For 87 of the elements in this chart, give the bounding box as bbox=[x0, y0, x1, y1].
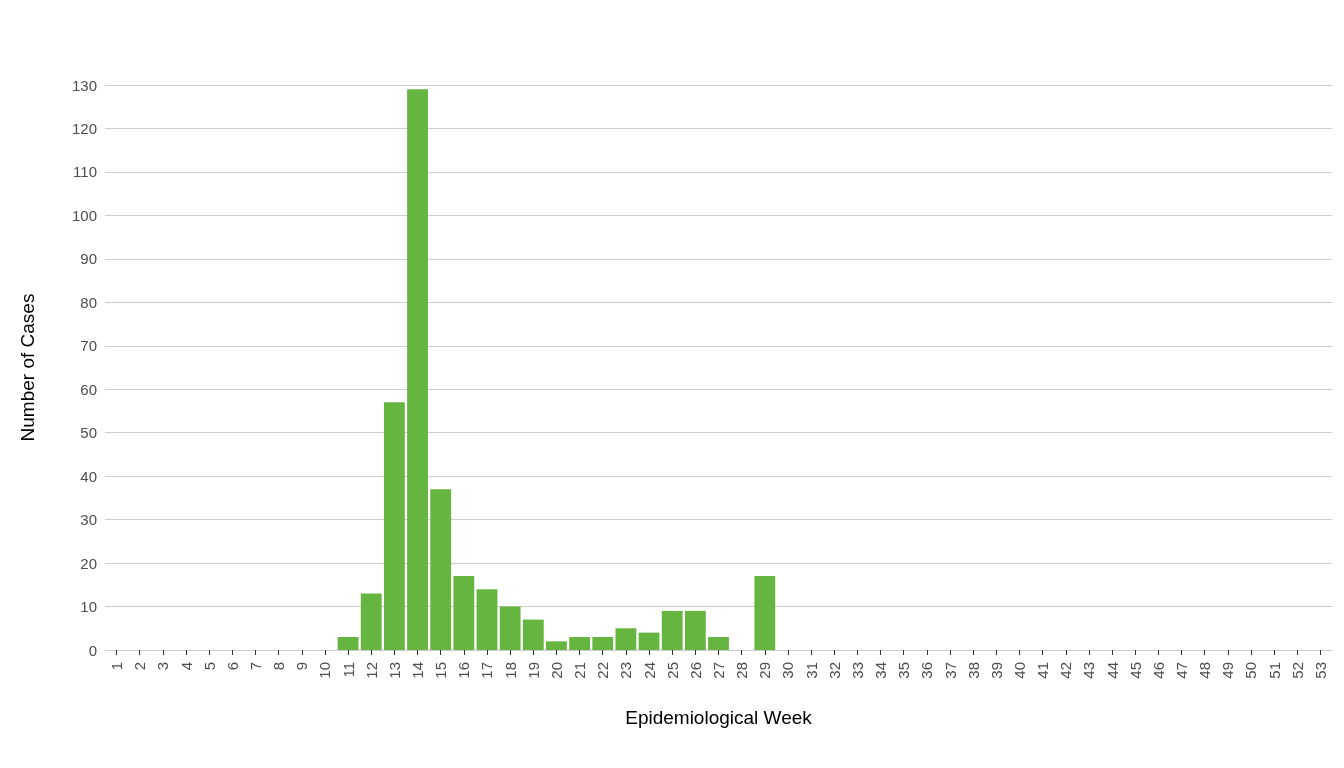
x-tick-label: 21 bbox=[571, 662, 589, 679]
x-tick-label: 47 bbox=[1173, 662, 1191, 679]
bar bbox=[360, 593, 382, 650]
x-tick-label: 14 bbox=[409, 662, 427, 679]
bar bbox=[522, 619, 544, 650]
y-tick-label: 50 bbox=[80, 424, 97, 442]
x-tick-label: 40 bbox=[1010, 662, 1028, 679]
bar bbox=[684, 610, 706, 650]
x-tick-label: 8 bbox=[270, 662, 288, 671]
x-tick-label: 26 bbox=[686, 662, 704, 679]
x-tick-label: 24 bbox=[640, 662, 658, 679]
bar bbox=[453, 576, 475, 650]
y-tick-label: 110 bbox=[73, 163, 97, 181]
x-tick-label: 4 bbox=[177, 662, 195, 671]
x-tick-label: 15 bbox=[432, 662, 450, 679]
x-tick-label: 44 bbox=[1103, 662, 1121, 679]
x-tick-label: 38 bbox=[964, 662, 982, 679]
x-tick-label: 34 bbox=[872, 662, 890, 679]
y-tick-label: 100 bbox=[71, 206, 97, 224]
y-tick-label: 10 bbox=[80, 598, 97, 616]
bar bbox=[476, 589, 498, 650]
x-tick-label: 10 bbox=[316, 662, 334, 679]
x-tick-label: 7 bbox=[246, 662, 264, 671]
bar bbox=[615, 628, 637, 650]
x-tick-label: 51 bbox=[1265, 662, 1283, 679]
bar bbox=[592, 636, 614, 650]
x-tick-label: 50 bbox=[1242, 662, 1260, 679]
bar bbox=[337, 636, 359, 650]
x-tick-label: 31 bbox=[802, 662, 820, 679]
x-tick-label: 5 bbox=[200, 662, 218, 671]
x-tick-label: 6 bbox=[223, 662, 241, 671]
x-tick-label: 27 bbox=[710, 662, 727, 679]
x-tick-label: 46 bbox=[1149, 662, 1167, 679]
x-tick-label: 9 bbox=[293, 662, 311, 671]
x-tick-label: 1 bbox=[108, 662, 126, 671]
y-tick-label: 30 bbox=[80, 511, 97, 529]
y-tick-label: 120 bbox=[71, 119, 97, 137]
x-tick-label: 45 bbox=[1126, 662, 1144, 679]
y-tick-label: 130 bbox=[71, 76, 97, 94]
y-tick-label: 60 bbox=[80, 380, 97, 398]
y-tick-label: 0 bbox=[88, 641, 97, 659]
y-axis-title: Number of Cases bbox=[17, 293, 38, 442]
x-tick-label: 42 bbox=[1057, 662, 1075, 679]
bar bbox=[383, 402, 405, 650]
y-tick-label: 80 bbox=[80, 293, 97, 311]
x-tick-label: 19 bbox=[524, 662, 542, 679]
bar bbox=[546, 641, 567, 650]
y-tick-label: 20 bbox=[80, 554, 97, 572]
x-tick-label: 22 bbox=[594, 662, 612, 679]
x-tick-label: 16 bbox=[455, 662, 473, 679]
x-tick-label: 53 bbox=[1311, 662, 1329, 679]
x-tick-label: 17 bbox=[478, 662, 496, 679]
bar bbox=[430, 489, 452, 650]
bar bbox=[661, 610, 683, 650]
x-tick-label: 30 bbox=[779, 662, 797, 679]
x-tick-label: 12 bbox=[362, 662, 380, 679]
x-tick-label: 13 bbox=[385, 662, 403, 679]
x-tick-label: 28 bbox=[733, 662, 751, 679]
x-tick-label: 33 bbox=[848, 662, 866, 679]
bar bbox=[638, 632, 660, 650]
x-tick-label: 35 bbox=[895, 662, 913, 679]
x-tick-label: 37 bbox=[941, 662, 959, 679]
x-axis-title: Epidemiological Week bbox=[625, 707, 813, 728]
x-tick-label: 23 bbox=[617, 662, 635, 679]
y-tick-label: 40 bbox=[80, 467, 97, 485]
x-tick-label: 49 bbox=[1219, 662, 1237, 679]
x-tick-label: 2 bbox=[131, 662, 149, 671]
y-tick-label: 90 bbox=[80, 250, 97, 268]
x-tick-label: 32 bbox=[825, 662, 843, 679]
x-tick-label: 20 bbox=[547, 662, 565, 679]
x-tick-label: 41 bbox=[1034, 662, 1052, 679]
bar bbox=[407, 89, 428, 650]
x-tick-label: 43 bbox=[1080, 662, 1098, 679]
x-tick-label: 18 bbox=[501, 662, 519, 679]
bar bbox=[569, 636, 591, 650]
x-tick-label: 36 bbox=[918, 662, 936, 679]
x-tick-label: 29 bbox=[756, 662, 774, 679]
bar bbox=[708, 636, 729, 650]
bar bbox=[754, 576, 776, 650]
x-tick-label: 11 bbox=[339, 662, 357, 678]
x-tick-label: 25 bbox=[663, 662, 681, 679]
x-tick-label: 39 bbox=[987, 662, 1005, 679]
y-tick-label: 70 bbox=[80, 337, 97, 355]
bar bbox=[499, 606, 521, 650]
x-tick-label: 52 bbox=[1288, 662, 1306, 679]
x-tick-label: 3 bbox=[154, 662, 172, 671]
x-tick-label: 48 bbox=[1196, 662, 1214, 679]
